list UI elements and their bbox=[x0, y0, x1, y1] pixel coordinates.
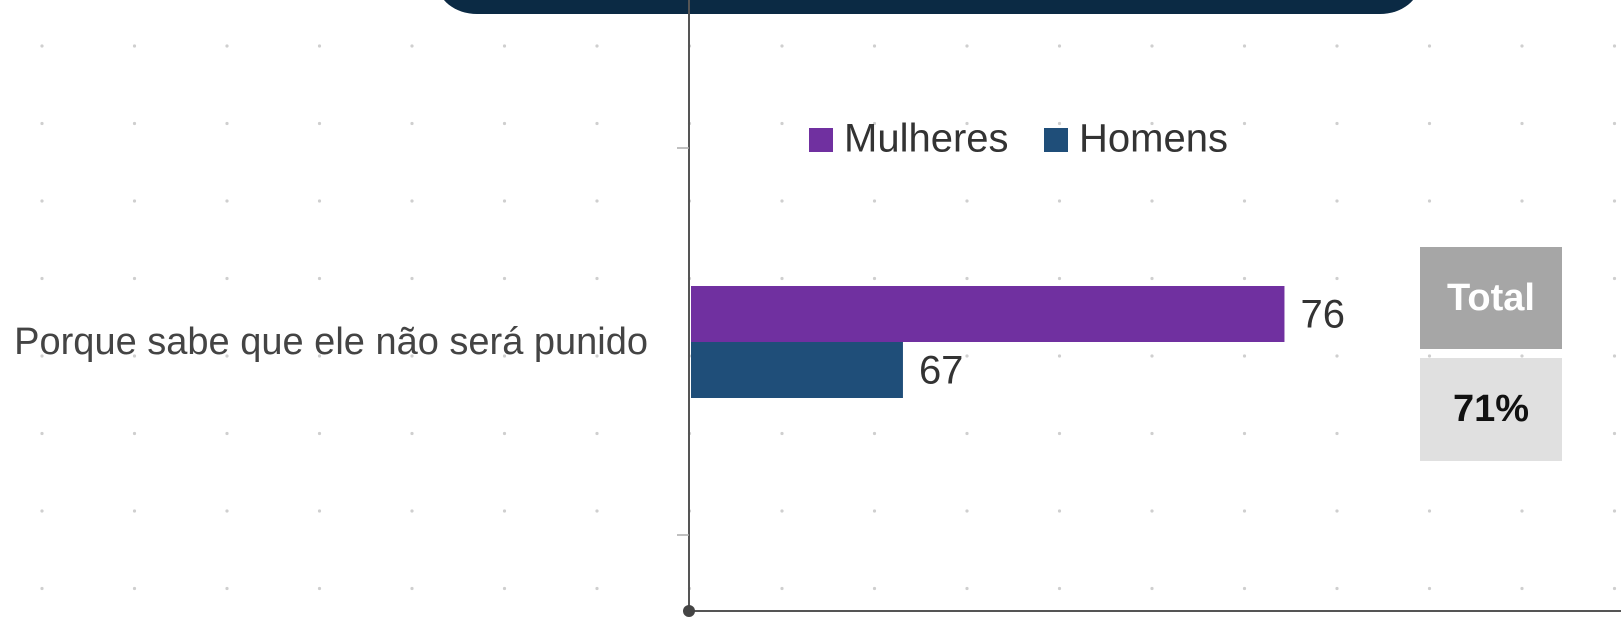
data-label: 67 bbox=[919, 349, 964, 393]
legend-label: Homens bbox=[1079, 117, 1228, 161]
total-value-box bbox=[1420, 358, 1562, 461]
total-value: 71% bbox=[1453, 388, 1529, 430]
total-label: Total bbox=[1447, 277, 1535, 319]
title-banner bbox=[443, 0, 1414, 14]
total-header-box bbox=[1420, 247, 1562, 349]
legend-swatch bbox=[1044, 128, 1068, 152]
legend-label: Mulheres bbox=[844, 117, 1009, 161]
bar bbox=[691, 342, 903, 398]
axis-origin bbox=[683, 605, 695, 617]
bar bbox=[691, 286, 1285, 342]
category-label: Porque sabe que ele não será punido bbox=[14, 321, 648, 363]
legend-swatch bbox=[809, 128, 833, 152]
data-label: 76 bbox=[1300, 293, 1345, 337]
